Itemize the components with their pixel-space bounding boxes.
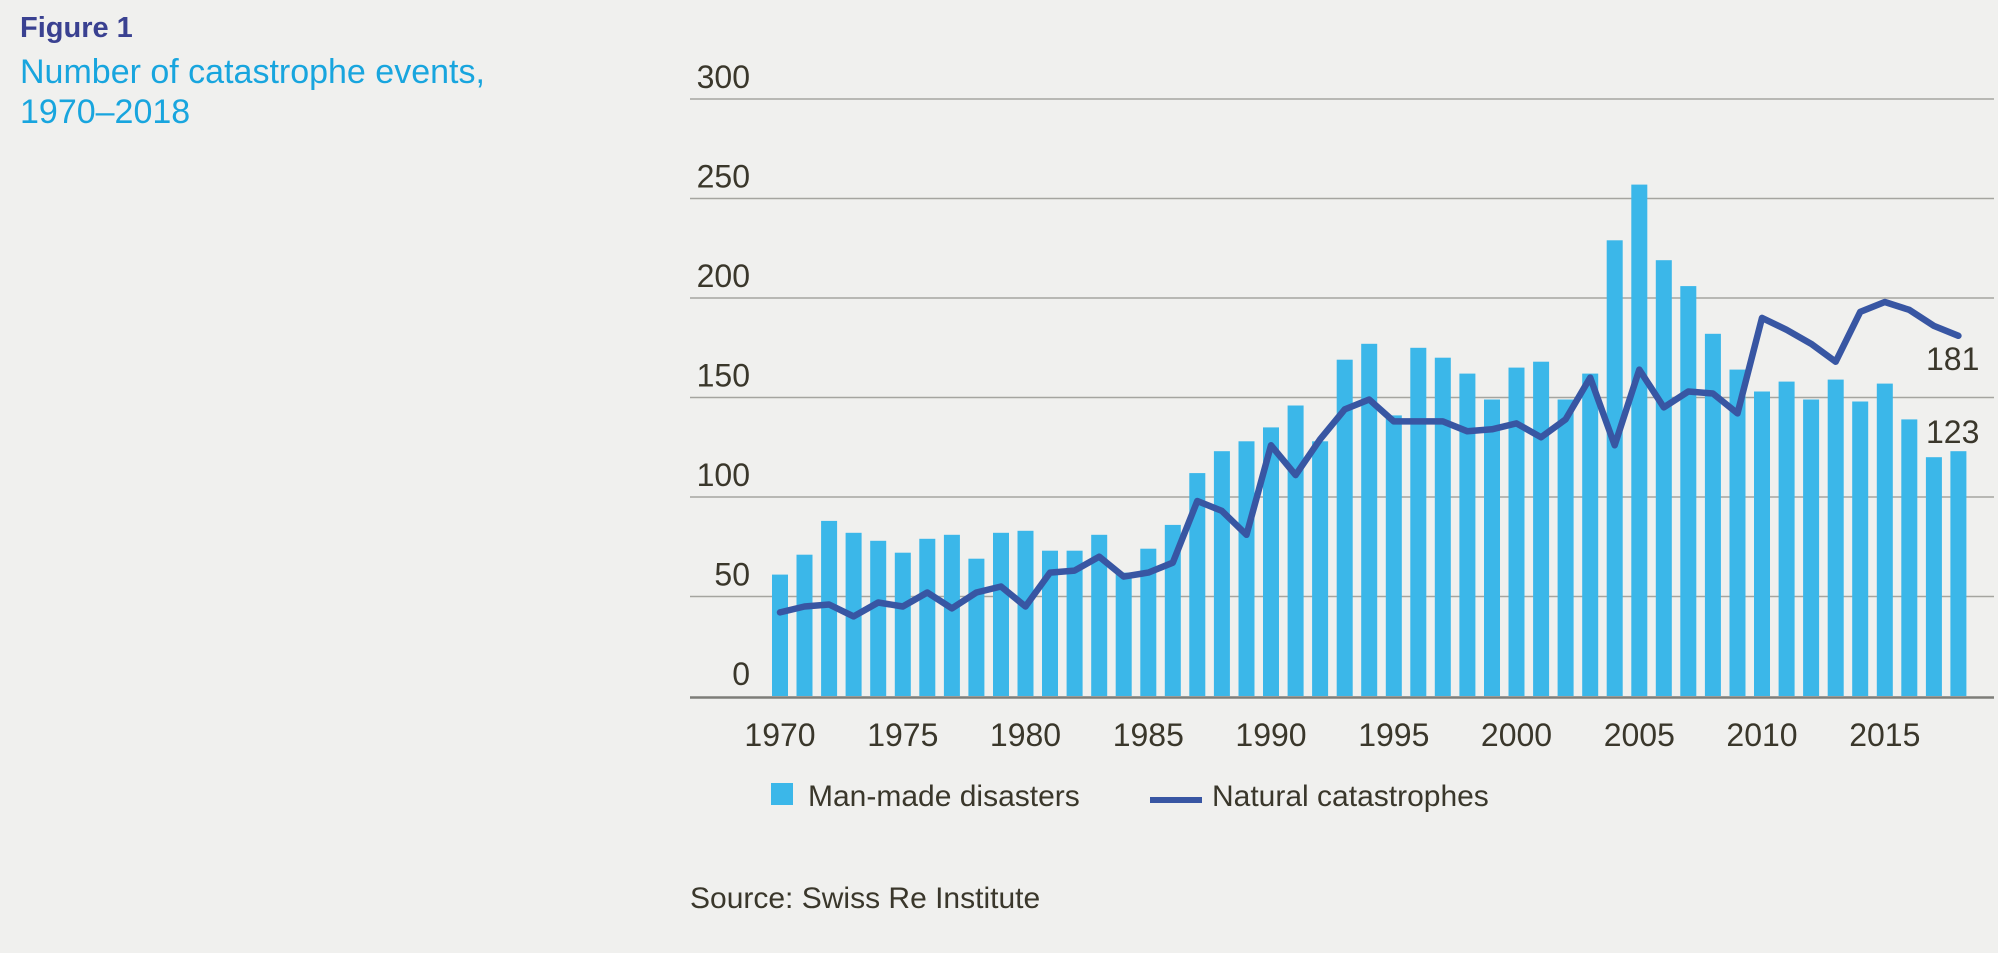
bar-2015 <box>1876 383 1893 696</box>
bar-1994 <box>1361 343 1378 696</box>
bar-2007 <box>1680 286 1697 696</box>
bar-1992 <box>1312 441 1329 696</box>
bar-1980 <box>1017 530 1034 696</box>
x-tick-label-1970: 1970 <box>744 717 815 753</box>
bar-1998 <box>1459 373 1476 696</box>
bar-2014 <box>1852 401 1869 696</box>
x-tick-label-1995: 1995 <box>1358 717 1429 753</box>
bar-2013 <box>1827 379 1844 696</box>
bar-1974 <box>870 540 887 696</box>
bar-1984 <box>1115 572 1132 696</box>
bar-1978 <box>968 558 985 696</box>
bar-2002 <box>1557 399 1574 696</box>
y-tick-label-150: 150 <box>697 358 750 394</box>
bar-2000 <box>1508 367 1525 696</box>
legend-label-natural: Natural catastrophes <box>1212 780 1489 813</box>
bar-2009 <box>1729 369 1746 696</box>
bar-2008 <box>1704 333 1721 696</box>
bar-1970 <box>772 574 788 696</box>
y-tick-label-50: 50 <box>714 557 750 593</box>
x-tick-label-2005: 2005 <box>1604 717 1675 753</box>
figure-title-line2: 1970–2018 <box>20 93 191 131</box>
bar-1985 <box>1140 548 1157 696</box>
x-tick-label-2010: 2010 <box>1726 717 1797 753</box>
bar-1981 <box>1042 550 1058 696</box>
bar-2012 <box>1803 399 1820 696</box>
y-tick-label-100: 100 <box>697 457 750 493</box>
legend-label-man-made: Man-made disasters <box>808 780 1080 813</box>
bar-1995 <box>1385 415 1402 696</box>
bar-1976 <box>919 538 936 696</box>
annotation-natural-2018: 181 <box>1926 341 1980 377</box>
bar-2018 <box>1950 451 1967 696</box>
bar-2017 <box>1925 457 1942 696</box>
bar-1975 <box>894 552 911 696</box>
bar-1982 <box>1066 550 1083 696</box>
bar-1993 <box>1336 359 1353 696</box>
x-tick-label-1985: 1985 <box>1113 717 1184 753</box>
y-tick-label-200: 200 <box>697 258 750 294</box>
x-tick-label-2000: 2000 <box>1481 717 1552 753</box>
annotation-manmade-2018: 123 <box>1926 414 1980 450</box>
bar-1988 <box>1213 451 1230 696</box>
figure-label: Figure 1 <box>20 12 133 44</box>
bar-1987 <box>1189 473 1206 696</box>
bar-1989 <box>1238 441 1255 696</box>
source-line: Source: Swiss Re Institute <box>690 882 1041 915</box>
bar-2004 <box>1606 240 1623 697</box>
y-tick-label-0: 0 <box>732 656 750 692</box>
x-tick-label-1990: 1990 <box>1235 717 1306 753</box>
natural-line-swatch-icon <box>1150 797 1202 803</box>
bar-1990 <box>1263 427 1279 696</box>
bar-1999 <box>1484 399 1500 696</box>
bar-1983 <box>1091 534 1108 696</box>
bar-1977 <box>943 534 960 696</box>
bar-1997 <box>1434 357 1451 696</box>
bar-2011 <box>1778 381 1795 696</box>
bar-2001 <box>1533 361 1550 696</box>
y-tick-label-300: 300 <box>697 59 750 95</box>
bar-2006 <box>1655 260 1672 696</box>
man-made-swatch-icon <box>771 783 793 805</box>
natural-catastrophes-line <box>776 298 1962 620</box>
x-tick-label-1980: 1980 <box>990 717 1061 753</box>
y-tick-label-250: 250 <box>697 159 750 195</box>
bar-1979 <box>993 532 1009 696</box>
bar-2005 <box>1631 184 1648 696</box>
bar-2010 <box>1754 391 1770 696</box>
x-tick-label-2015: 2015 <box>1849 717 1920 753</box>
figure-title-line1: Number of catastrophe events, <box>20 53 485 91</box>
bar-1972 <box>821 520 838 696</box>
bar-2003 <box>1582 373 1599 696</box>
x-tick-label-1975: 1975 <box>867 717 938 753</box>
bar-1991 <box>1287 405 1304 696</box>
bar-1996 <box>1410 347 1427 697</box>
bar-2016 <box>1901 419 1918 696</box>
bar-1971 <box>796 554 813 696</box>
